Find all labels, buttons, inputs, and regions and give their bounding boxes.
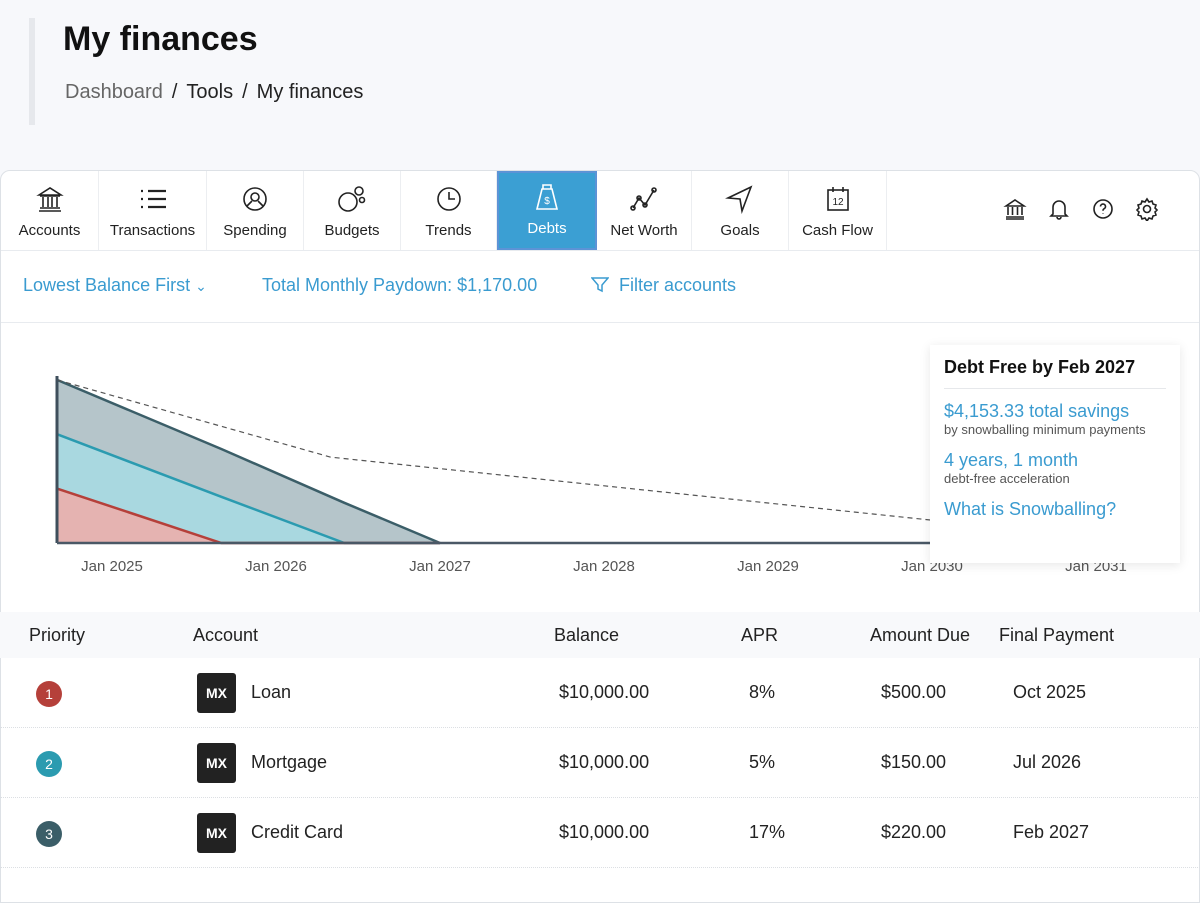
total-savings: $4,153.33 total savings [944, 401, 1130, 421]
tab-label: Trends [425, 222, 472, 239]
balance: $10,000.00 [559, 682, 650, 702]
toolbar [1003, 197, 1159, 221]
x-tick-label: Jan 2029 [737, 558, 799, 575]
table-header: Priority Account Balance APR Amount Due … [0, 612, 1200, 658]
breadcrumb-tools[interactable]: Tools [186, 81, 234, 103]
apr: 17% [749, 822, 786, 842]
help-icon[interactable] [1091, 197, 1115, 221]
account-name[interactable]: Mortgage [251, 752, 328, 772]
header-accent-bar [29, 18, 35, 125]
total-monthly-paydown[interactable]: Total Monthly Paydown: $1,170.00 [262, 275, 538, 295]
gear-icon[interactable] [1135, 197, 1159, 221]
clock-icon [436, 187, 461, 211]
institution-logo: MX [197, 673, 236, 713]
balance: $10,000.00 [559, 752, 650, 772]
amount-due: $220.00 [881, 822, 947, 842]
filter-accounts-button[interactable]: Filter accounts [590, 275, 736, 296]
tab-budgets[interactable]: Budgets [304, 171, 401, 250]
debt-free-summary: Debt Free by Feb 2027 $4,153.33 total sa… [930, 345, 1180, 563]
amount-due: $500.00 [881, 682, 947, 702]
tool-nav: Accounts Transactions Spending Budgets T… [1, 171, 1199, 251]
amount-due: $150.00 [881, 752, 947, 772]
x-tick-label: Jan 2026 [245, 558, 307, 575]
page-title: My finances [63, 20, 258, 58]
bubbles-icon [338, 186, 366, 212]
tab-label: Net Worth [610, 222, 678, 239]
tab-label: Debts [527, 220, 567, 237]
balance: $10,000.00 [559, 822, 650, 842]
breadcrumb-dashboard[interactable]: Dashboard [65, 81, 163, 103]
chevron-down-icon: ⌄ [195, 278, 207, 294]
tab-trends[interactable]: Trends [401, 171, 497, 250]
tab-debts[interactable]: $ Debts [497, 171, 597, 250]
priority-badge: 1 [36, 681, 62, 707]
navigation-arrow-icon [725, 185, 753, 214]
institution-logo: MX [197, 743, 236, 783]
table-row[interactable]: 2 MX Mortgage $10,000.00 5% $150.00 Jul … [0, 728, 1200, 798]
strategy-dropdown[interactable]: Lowest Balance First ⌄ [23, 275, 207, 295]
table-row[interactable]: 3 MX Credit Card $10,000.00 17% $220.00 … [0, 798, 1200, 868]
final-payment: Feb 2027 [1013, 822, 1090, 842]
apr: 5% [749, 752, 776, 772]
apr: 8% [749, 682, 776, 702]
col-final-payment[interactable]: Final Payment [999, 625, 1115, 645]
x-tick-label: Jan 2025 [81, 558, 143, 575]
priority-badge: 3 [36, 821, 62, 847]
svg-text:$: $ [544, 196, 550, 207]
tab-label: Transactions [109, 222, 196, 239]
tab-label: Goals [720, 222, 760, 239]
tab-spending[interactable]: Spending [207, 171, 304, 250]
tab-net-worth[interactable]: Net Worth [597, 171, 692, 250]
final-payment: Oct 2025 [1013, 682, 1087, 702]
area-mortgage [57, 434, 440, 543]
tab-cash-flow[interactable]: 12 Cash Flow [789, 171, 887, 250]
list-icon [140, 189, 166, 209]
tab-label: Spending [223, 222, 287, 239]
tab-goals[interactable]: Goals [692, 171, 789, 250]
col-amount-due[interactable]: Amount Due [870, 625, 971, 645]
col-apr[interactable]: APR [741, 625, 779, 645]
line-chart-icon [630, 187, 657, 211]
col-priority[interactable]: Priority [29, 625, 86, 645]
line-credit-card [56, 378, 441, 545]
breadcrumb-current: My finances [256, 81, 364, 103]
what-is-snowballing-link[interactable]: What is Snowballing? [944, 499, 1117, 519]
filter-bar: Lowest Balance First ⌄ Total Monthly Pay… [1, 251, 1199, 323]
tab-label: Budgets [324, 222, 380, 239]
account-name[interactable]: Loan [251, 682, 292, 702]
account-name[interactable]: Credit Card [251, 822, 344, 842]
final-payment: Jul 2026 [1013, 752, 1082, 772]
institution-logo: MX [197, 813, 236, 853]
breadcrumb: Dashboard / Tools / My finances [65, 81, 364, 103]
steering-wheel-icon [243, 187, 267, 211]
filter-icon [590, 277, 610, 293]
calendar-icon: 12 [826, 187, 849, 211]
tab-label: Cash Flow [802, 222, 873, 239]
table-row[interactable]: 1 MX Loan $10,000.00 8% $500.00 Oct 2025 [0, 658, 1200, 728]
col-account[interactable]: Account [193, 625, 259, 645]
x-tick-label: Jan 2028 [573, 558, 635, 575]
tab-accounts[interactable]: Accounts [1, 171, 99, 250]
acceleration-note: debt-free acceleration [944, 471, 1070, 486]
tab-label: Accounts [18, 222, 81, 239]
col-balance[interactable]: Balance [554, 625, 620, 645]
bell-icon[interactable] [1047, 197, 1071, 221]
savings-note: by snowballing minimum payments [944, 422, 1146, 437]
bank-icon [35, 187, 64, 212]
tab-transactions[interactable]: Transactions [99, 171, 207, 250]
priority-badge: 2 [36, 751, 62, 777]
x-tick-label: Jan 2027 [409, 558, 471, 575]
acceleration: 4 years, 1 month [944, 450, 1079, 470]
summary-title: Debt Free by Feb 2027 [944, 357, 1166, 389]
svg-text:12: 12 [832, 197, 844, 208]
area-loan [57, 488, 440, 543]
money-bag-icon: $ [535, 184, 559, 210]
bank-icon[interactable] [1003, 197, 1027, 221]
